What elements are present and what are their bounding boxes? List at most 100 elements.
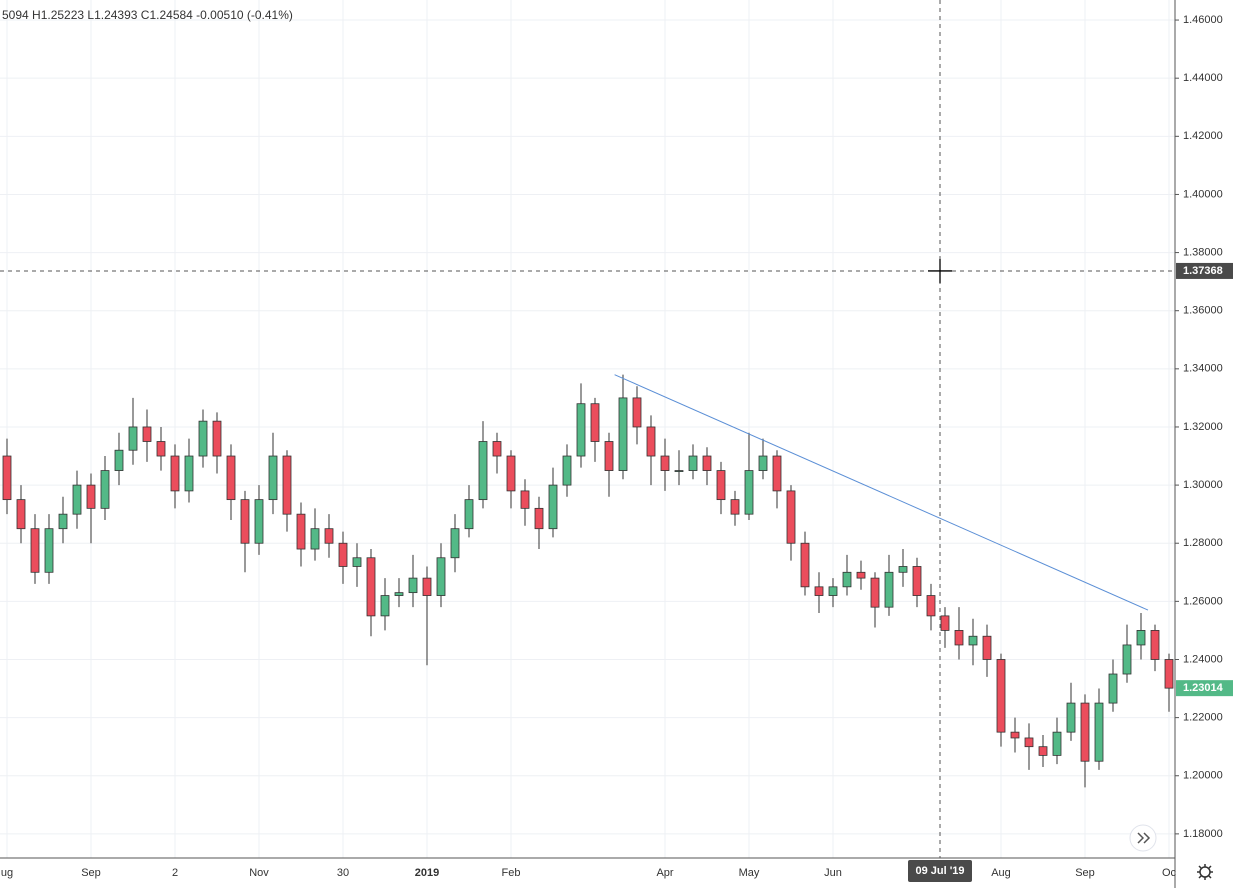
candle-body <box>170 455 180 492</box>
x-tick-label: 2 <box>172 867 178 879</box>
x-tick-label: Sep <box>1075 867 1095 879</box>
candle-body <box>324 528 334 544</box>
candle-body <box>1150 630 1160 660</box>
y-tick-label: 1.26000 <box>1183 595 1223 607</box>
candle-body <box>114 449 124 471</box>
candle-body <box>702 455 712 471</box>
candle-body <box>674 470 684 472</box>
candle-body <box>72 484 82 515</box>
candle-body <box>632 397 642 428</box>
candle-body <box>478 441 488 501</box>
candle-body <box>100 470 110 509</box>
candle-body <box>422 577 432 596</box>
x-tick-label: ug <box>1 867 13 879</box>
candle-body <box>492 441 502 457</box>
candle-body <box>772 455 782 492</box>
scroll-button[interactable] <box>1129 824 1157 852</box>
scroll-icon[interactable] <box>1137 832 1151 844</box>
candles <box>2 374 1174 788</box>
candle-body <box>590 403 600 442</box>
candle-body <box>1122 644 1132 675</box>
cursor <box>928 258 952 283</box>
candle-body <box>1010 731 1020 739</box>
candle-body <box>744 470 754 515</box>
candle-body <box>366 557 376 617</box>
candle-body <box>940 615 950 631</box>
candle-body <box>128 426 138 451</box>
candle-body <box>982 635 992 660</box>
candle-body <box>688 455 698 471</box>
y-tick-label: 1.22000 <box>1183 712 1223 724</box>
candle-body <box>212 420 222 457</box>
candle-body <box>870 577 880 608</box>
y-tick-label: 1.28000 <box>1183 537 1223 549</box>
candle-body <box>436 557 446 596</box>
candle-body <box>268 455 278 501</box>
candle-body <box>604 441 614 471</box>
y-tick-label: 1.42000 <box>1183 130 1223 142</box>
candle-body <box>884 571 894 608</box>
candle-body <box>156 441 166 457</box>
y-tick-label: 1.36000 <box>1183 305 1223 317</box>
candle-body <box>2 455 12 501</box>
candle-body <box>16 499 26 530</box>
ohlc-header: 5094 H1.25223 L1.24393 C1.24584 -0.00510… <box>2 8 293 22</box>
x-tick-label: Jun <box>824 867 842 879</box>
y-tick-label: 1.44000 <box>1183 72 1223 84</box>
x-tick-label: 30 <box>337 867 349 879</box>
gear-teeth[interactable] <box>1197 864 1213 880</box>
candle-body <box>660 455 670 471</box>
candle-body <box>968 635 978 646</box>
candle-body <box>464 499 474 530</box>
x-tick-label: Nov <box>249 867 269 879</box>
candle-body <box>1164 659 1174 689</box>
candle-body <box>996 659 1006 733</box>
candle-body <box>716 470 726 501</box>
candle-body <box>198 420 208 457</box>
candle-body <box>352 557 362 567</box>
candle-body <box>30 528 40 573</box>
candle-body <box>506 455 516 492</box>
candle-body <box>310 528 320 550</box>
x-tick-label: Oc <box>1162 867 1177 879</box>
x-tick-label: Aug <box>991 867 1011 879</box>
candle-body <box>226 455 236 501</box>
candle-body <box>44 528 54 573</box>
last-price-box <box>1176 680 1233 697</box>
candle-body <box>828 586 838 596</box>
grid <box>0 0 1175 858</box>
y-tick-label: 1.34000 <box>1183 363 1223 375</box>
candle-body <box>548 484 558 530</box>
candle-body <box>576 403 586 457</box>
candle-body <box>1080 702 1090 762</box>
candle-body <box>730 499 740 515</box>
candle-body <box>842 571 852 588</box>
candle-body <box>534 507 544 530</box>
candle-body <box>912 566 922 596</box>
candle-body <box>1108 673 1118 704</box>
candle-body <box>1052 731 1062 756</box>
candle-body <box>1024 737 1034 748</box>
candle-body <box>786 490 796 544</box>
y-tick-label: 1.24000 <box>1183 653 1223 665</box>
y-tick-label: 1.20000 <box>1183 770 1223 782</box>
last-price: 1.23014 <box>1183 682 1224 694</box>
candle-body <box>856 571 866 579</box>
y-tick-label: 1.18000 <box>1183 828 1223 840</box>
candle-body <box>758 455 768 471</box>
candle-body <box>296 513 306 550</box>
trendline <box>614 374 1149 611</box>
candle-body <box>338 542 348 567</box>
candle-body <box>184 455 194 492</box>
x-tick-label: Feb <box>502 867 521 879</box>
candle-body <box>646 426 656 457</box>
candle-body <box>142 426 152 442</box>
settings-button[interactable] <box>1197 864 1213 880</box>
candle-body <box>86 484 96 509</box>
candle-body <box>450 528 460 559</box>
candle-body <box>1094 702 1104 762</box>
crosshair-date-box <box>908 860 972 882</box>
axes: 1.18000 1.20000 1.22000 1.24000 1.26000 1.280… <box>0 14 1233 879</box>
